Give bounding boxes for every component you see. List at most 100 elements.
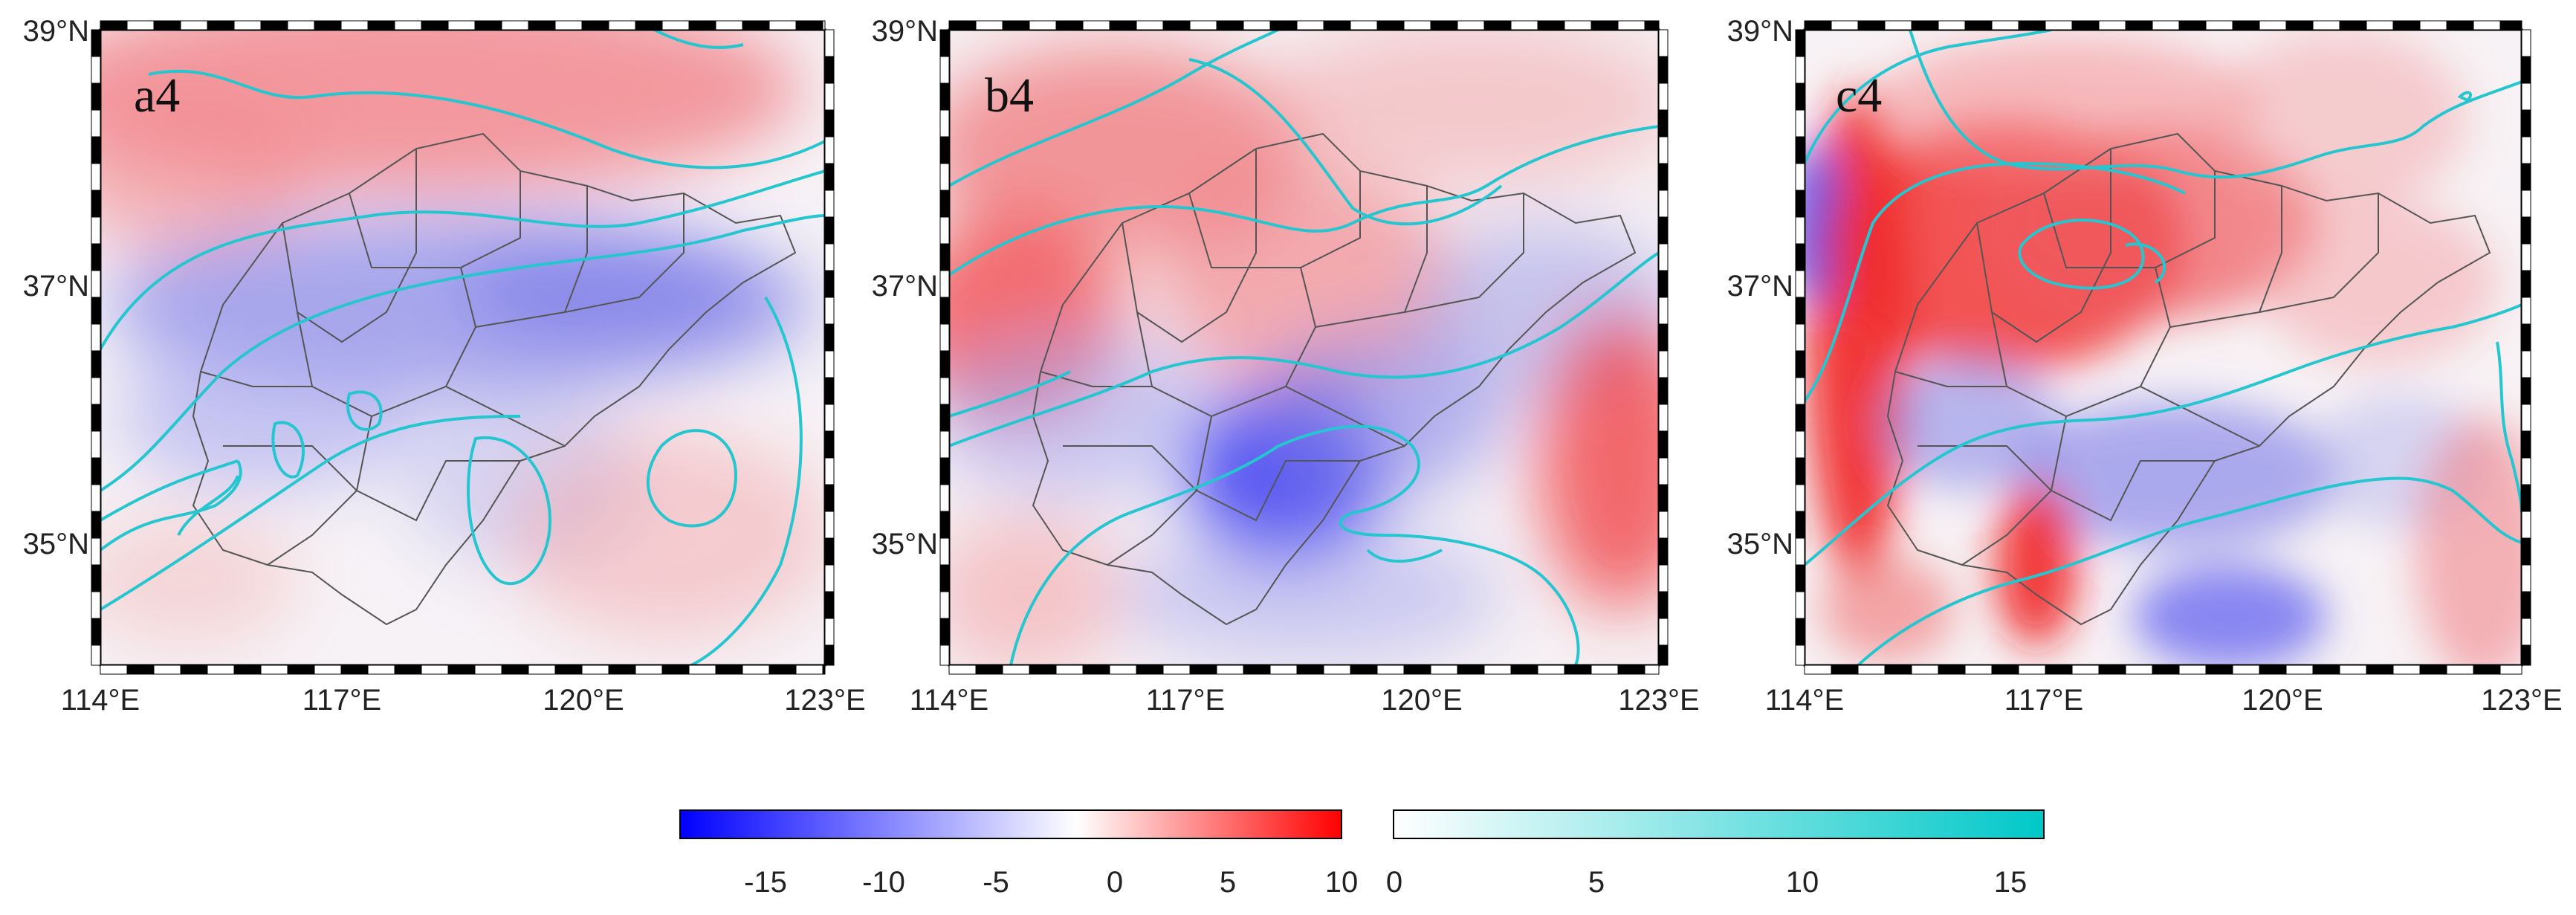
frame-segment: [2098, 665, 2126, 675]
frame-segment: [91, 56, 101, 84]
frame-segment: [768, 665, 797, 675]
frame-segment: [939, 404, 950, 432]
frame-segment: [1323, 665, 1351, 675]
frame-segment: [421, 665, 449, 675]
frame-segment: [824, 484, 835, 512]
contours-a4: [100, 30, 825, 665]
frame-segment: [153, 665, 181, 675]
frame-segment: [939, 216, 950, 245]
panel-b4-frame: [939, 20, 1669, 675]
colorbar-diverging: -15 -10 -5 0 5 10: [679, 809, 1358, 899]
frame-segment: [2521, 83, 2531, 111]
frame-segment: [1002, 20, 1030, 30]
colorbar-tick-minus5: -5: [983, 866, 1009, 899]
frame-segment: [2521, 243, 2531, 271]
lon-label-120e: 120°E: [1381, 684, 1462, 717]
frame-segment: [260, 20, 288, 30]
lon-label-123e: 123°E: [2481, 684, 2562, 717]
frame-segment: [1658, 618, 1669, 646]
lat-label-39n: 39°N: [872, 15, 938, 48]
frame-segment: [2521, 591, 2531, 619]
frame-segment: [939, 457, 950, 485]
frame-segment: [91, 216, 101, 245]
frame-segment: [528, 665, 556, 675]
lat-label-35n: 35°N: [872, 528, 938, 560]
lat-label-35n: 35°N: [1727, 528, 1793, 560]
frame-segment: [91, 243, 101, 271]
frame-segment: [1857, 20, 1886, 30]
frame-segment: [1483, 665, 1512, 675]
frame-segment: [1991, 20, 2019, 30]
frame-segment: [314, 20, 342, 30]
frame-segment: [824, 618, 835, 646]
frame-segment: [2521, 511, 2531, 539]
frame-segment: [1269, 20, 1298, 30]
frame-segment: [939, 56, 950, 84]
frame-segment: [939, 430, 950, 459]
frame-segment: [1795, 404, 1805, 432]
frame-segment: [824, 136, 835, 164]
frame-segment: [474, 20, 502, 30]
frame-segment: [1795, 83, 1805, 111]
frame-segment: [2521, 29, 2531, 57]
frame-segment: [824, 83, 835, 111]
frame-segment: [824, 430, 835, 459]
frame-segment: [824, 591, 835, 619]
frame-segment: [1911, 665, 1939, 675]
frame-segment: [742, 665, 770, 675]
frame-segment: [1795, 537, 1805, 566]
frame-segment: [1658, 243, 1669, 271]
frame-segment: [100, 665, 128, 675]
frame-segment: [91, 350, 101, 378]
frame-segment: [939, 350, 950, 378]
frame-segment: [1658, 56, 1669, 84]
lat-label-37n: 37°N: [23, 270, 89, 303]
frame-segment: [1658, 484, 1669, 512]
frame-segment: [2071, 20, 2100, 30]
frame-segment: [2499, 665, 2522, 675]
frame-segment: [287, 20, 315, 30]
frame-segment: [2178, 665, 2207, 675]
frame-segment: [1350, 20, 1378, 30]
frame-segment: [1795, 109, 1805, 138]
frame-segment: [1658, 297, 1669, 325]
frame-segment: [688, 665, 716, 675]
frame-segment: [1658, 136, 1669, 164]
frame-segment: [91, 323, 101, 352]
frame-segment: [340, 20, 369, 30]
frame-segment: [1376, 665, 1405, 675]
frame-segment: [2125, 20, 2153, 30]
frame-segment: [91, 511, 101, 539]
frame-segment: [975, 665, 1003, 675]
frame-segment: [180, 20, 208, 30]
frame-segment: [91, 430, 101, 459]
frame-segment: [975, 20, 1003, 30]
frame-segment: [1795, 511, 1805, 539]
frame-segment: [1911, 20, 1939, 30]
frame-segment: [421, 20, 449, 30]
lat-label-39n: 39°N: [1727, 15, 1793, 48]
frame-segment: [233, 665, 262, 675]
frame-segment: [1243, 665, 1271, 675]
frame-segment: [661, 20, 690, 30]
frame-segment: [207, 665, 235, 675]
frame-segment: [91, 29, 101, 57]
frame-segment: [91, 457, 101, 485]
frame-segment: [91, 618, 101, 646]
frame-segment: [742, 20, 770, 30]
frame-segment: [2312, 20, 2340, 30]
frame-segment: [824, 190, 835, 218]
frame-segment: [91, 109, 101, 138]
frame-segment: [1055, 665, 1084, 675]
frame-segment: [939, 537, 950, 566]
frame-segment: [91, 404, 101, 432]
frame-segment: [2419, 20, 2447, 30]
frame-segment: [91, 564, 101, 592]
frame-segment: [824, 537, 835, 566]
frame-segment: [1136, 20, 1164, 30]
frame-segment: [824, 243, 835, 271]
frame-segment: [1658, 457, 1669, 485]
frame-segment: [939, 109, 950, 138]
frame-segment: [939, 190, 950, 218]
lat-label-39n: 39°N: [23, 15, 89, 48]
